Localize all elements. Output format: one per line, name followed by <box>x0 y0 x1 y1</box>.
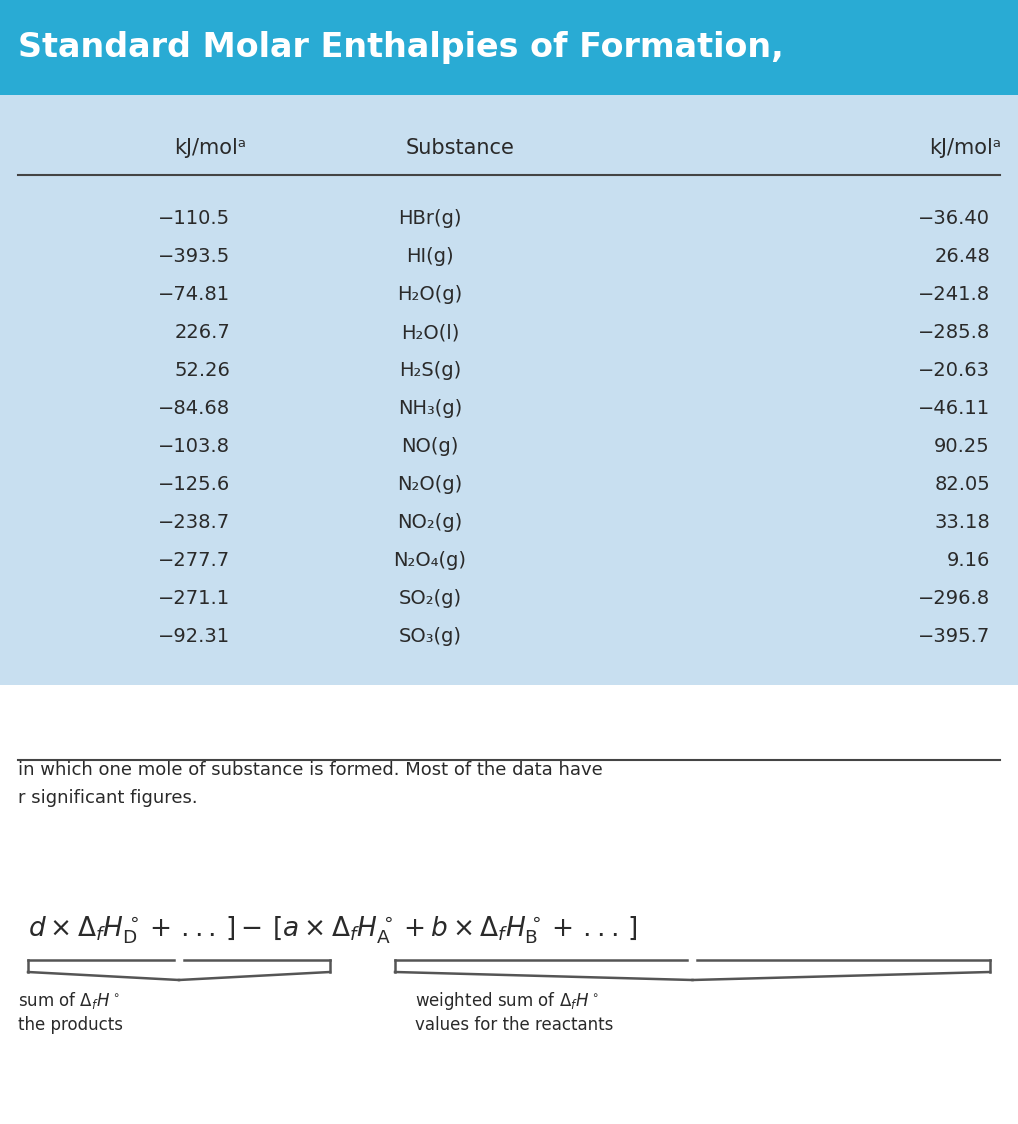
Text: HI(g): HI(g) <box>406 247 454 266</box>
Text: −395.7: −395.7 <box>918 627 989 646</box>
Text: −277.7: −277.7 <box>158 552 230 571</box>
Text: in which one mole of substance is formed. Most of the data have: in which one mole of substance is formed… <box>18 761 603 779</box>
Text: NO₂(g): NO₂(g) <box>397 514 462 533</box>
Text: −84.68: −84.68 <box>158 399 230 418</box>
Text: −125.6: −125.6 <box>158 475 230 495</box>
Text: −110.5: −110.5 <box>158 209 230 228</box>
Text: H₂S(g): H₂S(g) <box>399 362 461 381</box>
Text: −103.8: −103.8 <box>158 437 230 456</box>
Text: SO₂(g): SO₂(g) <box>398 589 461 608</box>
Text: −74.81: −74.81 <box>158 285 230 305</box>
Text: sum of $\Delta_f H^\circ$: sum of $\Delta_f H^\circ$ <box>18 990 119 1010</box>
Text: 52.26: 52.26 <box>174 362 230 381</box>
Text: 26.48: 26.48 <box>935 247 989 266</box>
Text: r significant figures.: r significant figures. <box>18 789 197 807</box>
Text: −238.7: −238.7 <box>158 514 230 533</box>
Text: 90.25: 90.25 <box>935 437 989 456</box>
Text: 82.05: 82.05 <box>935 475 989 495</box>
Text: −285.8: −285.8 <box>918 324 989 343</box>
Text: the products: the products <box>18 1016 123 1034</box>
Text: 9.16: 9.16 <box>947 552 989 571</box>
Text: SO₃(g): SO₃(g) <box>398 627 461 646</box>
Text: $d \times \Delta_f H^\circ_{\mathrm{D}} + \, ... \,] - \, [a \times \Delta_f H^\: $d \times \Delta_f H^\circ_{\mathrm{D}} … <box>29 914 638 945</box>
Text: N₂O(g): N₂O(g) <box>397 475 462 495</box>
Text: −46.11: −46.11 <box>918 399 989 418</box>
Text: −271.1: −271.1 <box>158 589 230 608</box>
Bar <box>0 0 1018 96</box>
Text: N₂O₄(g): N₂O₄(g) <box>394 552 466 571</box>
Text: NH₃(g): NH₃(g) <box>398 399 462 418</box>
Text: Substance: Substance <box>405 138 514 158</box>
Text: kJ/molᵃ: kJ/molᵃ <box>929 138 1001 158</box>
Text: −92.31: −92.31 <box>158 627 230 646</box>
Text: NO(g): NO(g) <box>401 437 459 456</box>
Text: HBr(g): HBr(g) <box>398 209 462 228</box>
Bar <box>0 96 1018 685</box>
Text: Standard Molar Enthalpies of Formation,: Standard Molar Enthalpies of Formation, <box>18 31 784 64</box>
Text: −20.63: −20.63 <box>918 362 989 381</box>
Text: kJ/molᵃ: kJ/molᵃ <box>174 138 246 158</box>
Text: H₂O(l): H₂O(l) <box>401 324 459 343</box>
Text: −296.8: −296.8 <box>918 589 989 608</box>
Text: −36.40: −36.40 <box>918 209 989 228</box>
Text: −393.5: −393.5 <box>158 247 230 266</box>
Bar <box>0 850 1018 1124</box>
Text: 226.7: 226.7 <box>174 324 230 343</box>
Text: 33.18: 33.18 <box>935 514 989 533</box>
Text: weighted sum of $\Delta_f H^\circ$: weighted sum of $\Delta_f H^\circ$ <box>415 990 599 1012</box>
Text: values for the reactants: values for the reactants <box>415 1016 614 1034</box>
Text: −241.8: −241.8 <box>918 285 989 305</box>
Text: H₂O(g): H₂O(g) <box>397 285 462 305</box>
